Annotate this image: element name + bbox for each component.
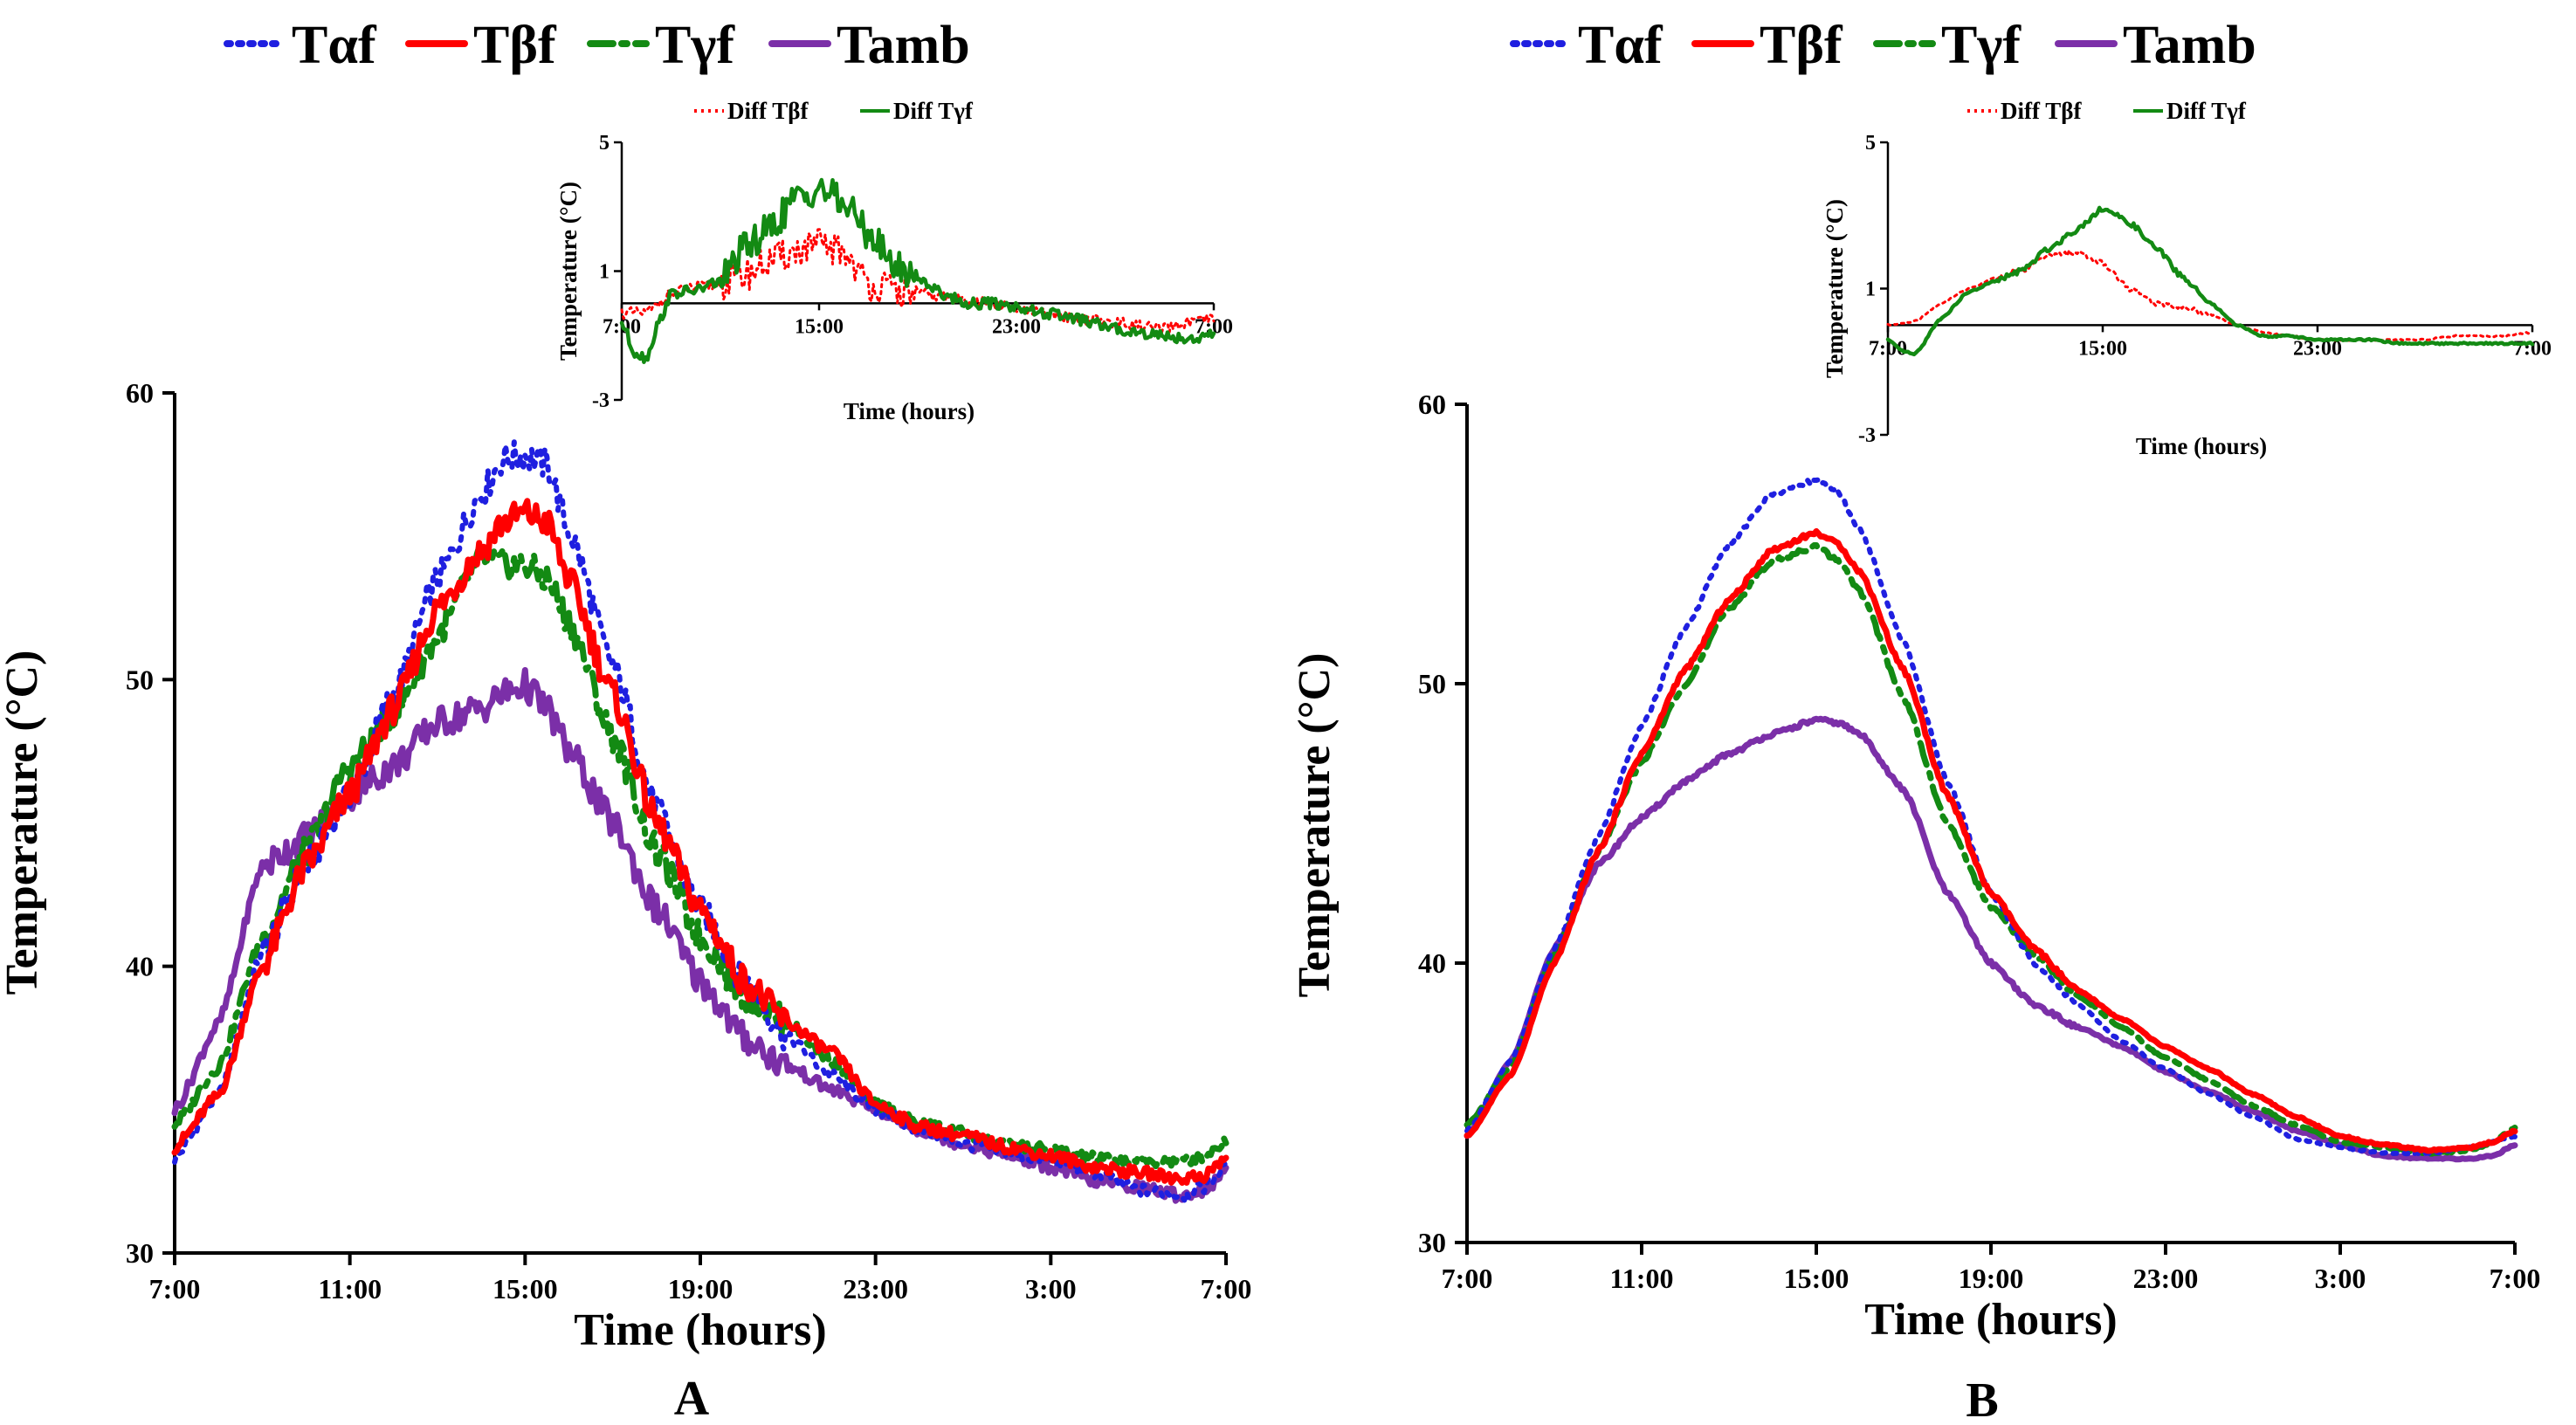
- inset-legend-item-Diff Tγf: Diff Tγf: [860, 98, 974, 124]
- x-tick-label: 3:00: [1025, 1273, 1077, 1305]
- inset-x-tick-label: 15:00: [2078, 337, 2127, 360]
- y-tick-label: 30: [126, 1237, 154, 1269]
- y-tick-label: 60: [126, 377, 154, 409]
- y-axis-label: Temperature (°C): [1290, 653, 1340, 998]
- inset-y-tick-label: -3: [1858, 424, 1876, 447]
- series-line-Tγf: [171, 544, 1229, 1170]
- legend-item-Tamb: Tamb: [2055, 16, 2256, 75]
- x-tick-label: 19:00: [668, 1273, 734, 1305]
- x-tick-label: 15:00: [492, 1273, 558, 1305]
- x-axis-label: Time (hours): [1864, 1295, 2117, 1345]
- legend-item-Tγf: Tγf: [587, 16, 735, 75]
- legend-item-Tαf: Tαf: [224, 16, 377, 75]
- x-tick-label: 23:00: [2133, 1263, 2199, 1294]
- inset-y-tick-label: 1: [599, 261, 610, 284]
- x-tick-label: 7:00: [149, 1273, 201, 1305]
- inset-y-axis-label: Temperature (°C): [1822, 199, 1848, 378]
- panel-label: A: [674, 1372, 710, 1425]
- inset-legend-label: Diff Tβf: [727, 98, 809, 124]
- legend-label: Tγf: [1941, 16, 2022, 75]
- inset-x-tick-label: 7:00: [2513, 337, 2552, 360]
- y-axis-label: Temperature (°C): [0, 651, 47, 995]
- legend-label: Tαf: [292, 16, 377, 75]
- legend-label: Tβf: [473, 16, 557, 75]
- y-tick-label: 30: [1418, 1227, 1446, 1258]
- series-line-Tβf: [1464, 527, 2518, 1154]
- chart-panel-B: 30 40 50 60 7:00 11:00 15:00 19:00 23:00 3:00 7:00…: [1290, 16, 2552, 1425]
- x-tick-label: 7:00: [2490, 1263, 2541, 1294]
- inset-legend-label: Diff Tγf: [893, 98, 974, 124]
- x-tick-label: 7:00: [1442, 1263, 1493, 1294]
- legend-item-Tamb: Tamb: [768, 16, 970, 75]
- chart-panel-A: 30 40 50 60 7:00 11:00 15:00 19:00 23:00 3:00 7:00…: [0, 16, 1251, 1425]
- x-tick-label: 23:00: [843, 1273, 908, 1305]
- series-line-Tβf: [171, 498, 1229, 1186]
- y-tick-label: 50: [1418, 668, 1446, 699]
- inset-y-tick-label: 5: [1865, 132, 1876, 155]
- inset-y-axis-label: Temperature (°C): [555, 182, 582, 361]
- x-tick-label: 3:00: [2315, 1263, 2366, 1294]
- legend-item-Tβf: Tβf: [1691, 16, 1843, 75]
- inset-legend-item-Diff Tγf: Diff Tγf: [2133, 98, 2247, 124]
- x-tick-label: 7:00: [1201, 1273, 1252, 1305]
- y-tick-label: 40: [126, 951, 154, 982]
- inset-x-tick-label: 23:00: [992, 315, 1041, 338]
- panel-label: B: [1966, 1373, 1998, 1425]
- x-tick-label: 15:00: [1784, 1263, 1849, 1294]
- legend-label: Tαf: [1578, 16, 1663, 75]
- legend-item-Tαf: Tαf: [1510, 16, 1663, 75]
- inset-legend-label: Diff Tβf: [2001, 98, 2082, 124]
- legend-item-Tγf: Tγf: [1873, 16, 2022, 75]
- inset-legend-label: Diff Tγf: [2166, 98, 2247, 124]
- inset-legend-item-Diff Tβf: Diff Tβf: [1967, 98, 2082, 124]
- legend-label: Tγf: [655, 16, 735, 75]
- legend-label: Tamb: [2123, 16, 2256, 75]
- y-tick-label: 60: [1418, 389, 1446, 420]
- series-line-Tγf: [1464, 542, 2518, 1157]
- x-tick-label: 19:00: [1959, 1263, 2024, 1294]
- x-tick-label: 11:00: [1610, 1263, 1674, 1294]
- inset-y-tick-label: 5: [599, 132, 610, 155]
- y-tick-label: 50: [126, 664, 154, 695]
- inset-y-tick-label: 1: [1865, 279, 1876, 301]
- x-tick-label: 11:00: [318, 1273, 382, 1305]
- inset-x-axis-label: Time (hours): [844, 398, 975, 424]
- inset-series-line-Diff Tγf: [1885, 205, 2535, 357]
- inset-y-tick-label: -3: [592, 389, 610, 412]
- legend-label: Tβf: [1760, 16, 1843, 75]
- y-tick-label: 40: [1418, 947, 1446, 979]
- inset-x-tick-label: 15:00: [795, 315, 844, 338]
- x-axis-label: Time (hours): [574, 1305, 826, 1355]
- inset-series-line-Diff Tγf: [619, 177, 1216, 364]
- inset-x-axis-label: Time (hours): [2136, 433, 2267, 459]
- legend-item-Tβf: Tβf: [405, 16, 557, 75]
- legend-label: Tamb: [837, 16, 970, 75]
- series-line-Tαf: [1464, 476, 2517, 1157]
- inset-series-line-Diff Tβf: [1886, 249, 2534, 342]
- inset-legend-item-Diff Tβf: Diff Tβf: [694, 98, 809, 124]
